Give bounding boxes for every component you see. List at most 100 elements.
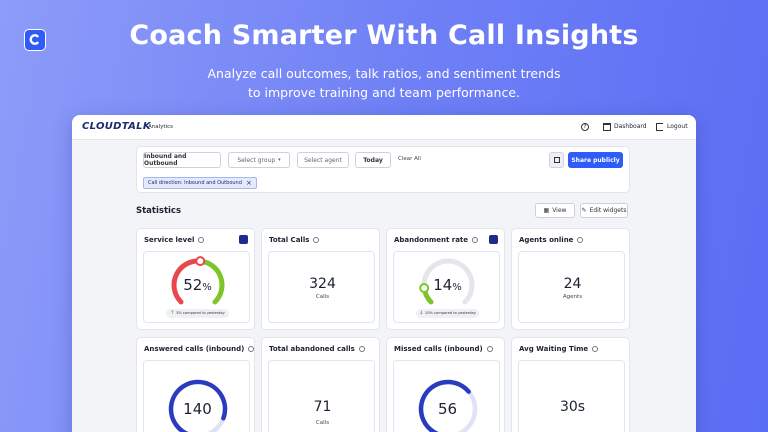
button-label: Inbound and Outbound bbox=[144, 153, 187, 167]
widget-title-text: Answered calls (inbound) bbox=[144, 345, 245, 353]
value-number: 71 bbox=[313, 399, 332, 415]
gauge-marker bbox=[419, 283, 430, 294]
widget-graphic bbox=[419, 258, 475, 305]
widget-title: Answered calls (inbound) bbox=[144, 345, 255, 353]
widget-value: 30s bbox=[519, 399, 626, 415]
hero-subtitle: Analyze call outcomes, talk ratios, and … bbox=[207, 66, 561, 81]
section-title: Statistics bbox=[136, 206, 182, 216]
widget-title: Total abandoned calls bbox=[269, 345, 365, 353]
clear-link[interactable]: Clear All bbox=[398, 156, 421, 162]
value-number: 14 bbox=[433, 276, 453, 294]
gauge-marker bbox=[195, 256, 206, 267]
value-number: 30s bbox=[559, 399, 586, 415]
info-icon bbox=[248, 346, 255, 352]
widget-value: 24 bbox=[519, 276, 626, 292]
gauge-arc bbox=[171, 258, 203, 305]
value-caption: Agents bbox=[562, 294, 583, 300]
nav-link[interactable]: Dashboard bbox=[614, 123, 647, 130]
widget-body: 71 Calls bbox=[268, 360, 375, 432]
widget-value: 56 bbox=[394, 400, 501, 418]
chip-label: Call direction: Inbound and Outbound bbox=[148, 180, 242, 186]
widget-value: 52% bbox=[144, 276, 251, 294]
trend-arrow: ↓ bbox=[419, 310, 425, 316]
widget-card: Answered calls (inbound) 140 bbox=[136, 337, 255, 432]
widget-title-text: Missed calls (inbound) bbox=[394, 345, 483, 353]
value-number: 56 bbox=[437, 400, 458, 418]
filter-button[interactable]: Today bbox=[355, 152, 391, 168]
info-icon bbox=[313, 237, 320, 243]
widget-body: 56 bbox=[393, 360, 500, 432]
button-label: Share publicly bbox=[571, 156, 620, 164]
filter-button[interactable]: Select group ▾ bbox=[228, 152, 290, 168]
widget-graphic bbox=[418, 379, 478, 432]
ring-arc bbox=[168, 379, 228, 432]
widget-title: Missed calls (inbound) bbox=[394, 345, 493, 353]
top-bar: CLOUDTALK Analytics ? Dashboard Logout bbox=[72, 115, 696, 140]
nav-link[interactable]: Logout bbox=[667, 123, 688, 130]
brand: CLOUDTALK bbox=[82, 121, 151, 132]
change-chip: ↓ 10% compared to yesterday bbox=[416, 309, 479, 318]
value-number: 324 bbox=[309, 276, 336, 292]
widget-title-text: Avg Waiting Time bbox=[519, 345, 589, 353]
change-chip: ↑ 3% compared to yesterday bbox=[166, 309, 229, 318]
widget-title: Agents online bbox=[519, 236, 584, 244]
widget-body: 14% ↓ 10% compared to yesterday bbox=[393, 251, 500, 323]
value-unit: % bbox=[202, 282, 212, 293]
widget-toggle bbox=[489, 235, 498, 244]
gauge-rest bbox=[421, 258, 475, 305]
filter-button[interactable]: Select agent bbox=[297, 152, 349, 168]
widget-toggle bbox=[239, 235, 248, 244]
widget-value: 140 bbox=[144, 400, 251, 418]
hero-subtitle: to improve training and team performance… bbox=[248, 85, 520, 100]
widget-title: Total Calls bbox=[269, 236, 320, 244]
filter-button[interactable]: Inbound and Outbound bbox=[143, 152, 221, 168]
value-caption: Calls bbox=[315, 420, 330, 426]
widget-title-text: Agents online bbox=[519, 236, 574, 244]
info-icon bbox=[592, 346, 599, 352]
widget-card: Total abandoned calls 71 Calls bbox=[261, 337, 380, 432]
export-button[interactable] bbox=[549, 152, 564, 168]
share-button[interactable]: Share publicly bbox=[568, 152, 623, 168]
home-icon bbox=[603, 123, 611, 131]
info-icon bbox=[472, 237, 479, 243]
button-label: Today bbox=[363, 156, 383, 164]
value-number: 140 bbox=[183, 400, 212, 418]
filter-chip[interactable]: Call direction: Inbound and Outbound × bbox=[143, 177, 257, 189]
widget-value: 324 bbox=[269, 276, 376, 292]
change-text: 10% compared to yesterday bbox=[424, 311, 476, 315]
trend-arrow: ↑ bbox=[170, 310, 177, 316]
info-icon bbox=[358, 346, 365, 352]
widget-body: 324 Calls bbox=[268, 251, 375, 323]
logout-icon bbox=[656, 123, 663, 131]
widget-card: Service level 52% ↑ 3% compared to yesterd… bbox=[136, 228, 255, 330]
widget-body: 30s bbox=[518, 360, 625, 432]
button-label: View bbox=[552, 207, 567, 214]
help-icon[interactable]: ? bbox=[581, 123, 589, 131]
section-label: Analytics bbox=[148, 124, 173, 130]
widget-graphic bbox=[171, 256, 225, 305]
widget-body: 52% ↑ 3% compared to yesterday bbox=[143, 251, 250, 323]
widget-body: 24 Agents bbox=[518, 251, 625, 323]
widget-value: 14% bbox=[394, 276, 501, 294]
view-button[interactable]: ▦ View bbox=[535, 203, 575, 218]
widget-graphic bbox=[168, 379, 228, 432]
info-icon bbox=[577, 237, 584, 243]
filter-panel: Inbound and Outbound Select group ▾ Selec… bbox=[136, 146, 630, 193]
widget-title: Avg Waiting Time bbox=[519, 345, 599, 353]
change-text: 3% compared to yesterday bbox=[176, 311, 225, 315]
widget-graphic bbox=[519, 361, 626, 432]
widget-card: Avg Waiting Time 30s bbox=[511, 337, 630, 432]
widget-title-text: Total abandoned calls bbox=[269, 345, 355, 353]
button-label: Edit widgets bbox=[589, 207, 627, 214]
info-icon bbox=[486, 346, 493, 352]
widget-card: Agents online 24 Agents bbox=[511, 228, 630, 330]
button-label: Select agent bbox=[304, 156, 342, 164]
widget-title-text: Service level bbox=[144, 236, 195, 244]
value-caption: Calls bbox=[315, 294, 330, 300]
app-logo bbox=[24, 29, 46, 51]
value-number: 52 bbox=[183, 276, 203, 294]
app-window: CLOUDTALK Analytics ? Dashboard Logout I… bbox=[72, 115, 696, 432]
edit-button[interactable]: ✎ Edit widgets bbox=[580, 203, 628, 218]
widget-title-text: Total Calls bbox=[269, 236, 310, 244]
